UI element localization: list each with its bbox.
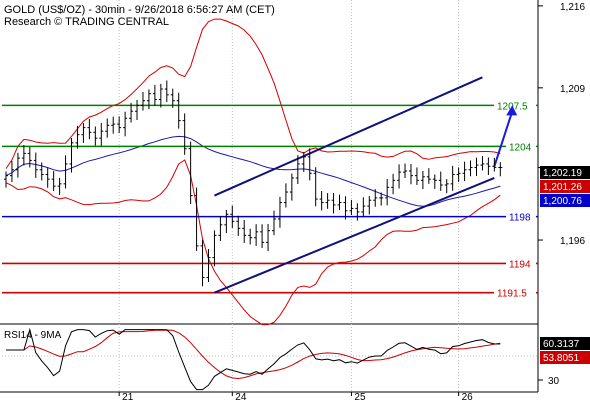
level-label-bg bbox=[506, 141, 536, 153]
level-label-bg bbox=[506, 211, 536, 223]
rsi-value-tag-bg bbox=[540, 337, 590, 350]
bollinger-upper-line bbox=[5, 18, 501, 169]
candles-layer bbox=[4, 80, 503, 287]
rsi-title: RSI14 - 9MA bbox=[4, 330, 62, 341]
channel-upper-line bbox=[214, 76, 483, 197]
rsi-y-tick-label: 30 bbox=[548, 376, 560, 387]
projection-arrow-shaft bbox=[493, 111, 514, 167]
rsi-value-tag-label: 53.8051 bbox=[543, 353, 580, 364]
level-label-bg bbox=[494, 100, 536, 112]
chart-title: GOLD (US$/OZ) - 30min - 9/26/2018 6:56:2… bbox=[4, 4, 275, 16]
value-tag-bg bbox=[540, 180, 590, 193]
value-tag-bg bbox=[540, 166, 590, 179]
projection-arrow-head bbox=[506, 105, 518, 116]
channel-layer bbox=[214, 76, 518, 294]
chart-credit: Research © TRADING CENTRAL bbox=[4, 16, 169, 28]
levels-layer: 1207.51204119811941191.5 bbox=[2, 100, 538, 300]
moving-average-line bbox=[5, 135, 501, 207]
rsi-ma-line bbox=[6, 329, 501, 380]
level-label-bg bbox=[494, 287, 536, 299]
rsi-value-tag-label: 60.3137 bbox=[543, 339, 580, 350]
level-label: 1204 bbox=[509, 142, 532, 153]
level-label-bg bbox=[506, 258, 536, 270]
value-tag-bg bbox=[540, 194, 590, 207]
x-tick-label: 24 bbox=[235, 392, 247, 400]
value-tag-label: 1,201.26 bbox=[543, 182, 582, 193]
rsi-layer bbox=[2, 327, 538, 391]
level-label: 1194 bbox=[509, 259, 531, 270]
channel-lower-line bbox=[214, 177, 495, 294]
y-tick-label: 1,196 bbox=[560, 236, 585, 247]
bollinger-lower-line bbox=[5, 159, 501, 326]
y-tick-label: 1,209 bbox=[560, 84, 585, 95]
rsi-value-tag-bg bbox=[540, 351, 590, 364]
rsi-line bbox=[6, 327, 501, 391]
level-label: 1191.5 bbox=[497, 289, 527, 300]
x-tick-label: 21 bbox=[122, 392, 134, 400]
value-tag-label: 1,200.76 bbox=[543, 196, 582, 207]
value-tag-label: 1,202.19 bbox=[543, 168, 582, 179]
x-tick-label: 26 bbox=[462, 392, 474, 400]
grid-layer bbox=[0, 0, 539, 393]
axis-layer: 21 24 25 26 1,196 1,209 1,216 1,202.19 1,201.26 1… bbox=[118, 2, 590, 403]
bollinger-layer bbox=[5, 18, 501, 326]
y-tick-label: 1,216 bbox=[560, 2, 585, 13]
level-label: 1198 bbox=[509, 213, 531, 224]
x-tick-label: 25 bbox=[354, 392, 366, 400]
